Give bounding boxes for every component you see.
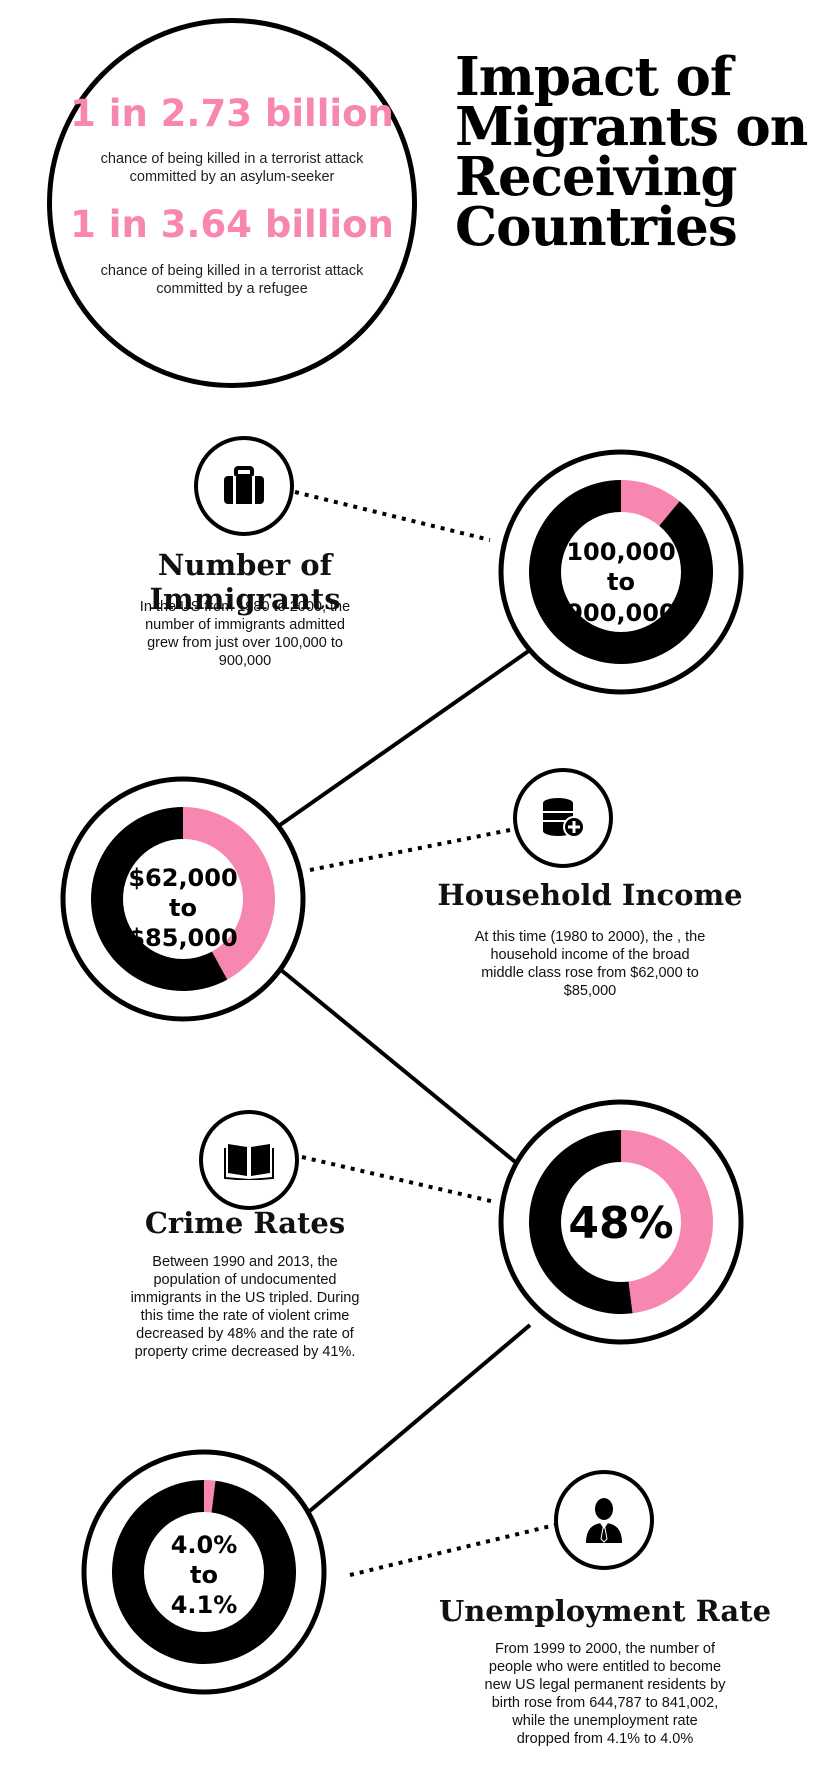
briefcase-icon-circle: [194, 436, 294, 536]
desc-line: decreased by 48% and the rate of: [136, 1326, 354, 1342]
page-title-line-2: Migrants on: [455, 96, 808, 158]
page-title-line-3: Receiving: [455, 146, 737, 208]
database-plus-icon: [543, 798, 585, 838]
desc-line: middle class rose from $62,000 to: [481, 965, 699, 981]
donut-hole: [561, 1162, 681, 1282]
desc-line: this time the rate of violent crime: [140, 1308, 350, 1324]
refugee-desc-line-2: committed by a refugee: [156, 281, 308, 297]
income-desc: At this time (1980 to 2000), the , the h…: [420, 928, 760, 1000]
desc-line: At this time (1980 to 2000), the , the: [474, 929, 706, 945]
donut-chart-income: $62,000 to $85,000: [60, 776, 306, 1022]
person-icon-circle: [554, 1470, 654, 1570]
asylum-seeker-stat: 1 in 2.73 billion: [70, 92, 394, 135]
crime-desc: Between 1990 and 2013, the population of…: [85, 1253, 405, 1361]
book-icon-circle: [199, 1110, 299, 1210]
donut-label-line-1: 100,000: [566, 538, 675, 566]
desc-line: while the unemployment rate: [512, 1713, 698, 1729]
donut-label-line-2: to: [607, 568, 635, 596]
donut-label-line-2: to: [169, 894, 197, 922]
connector-line-1: [278, 648, 532, 827]
asylum-seeker-desc-line-2: committed by an asylum-seeker: [129, 169, 335, 185]
donut-chart-immigrants: 100,000 to 900,000: [498, 449, 744, 695]
income-title: Household Income: [437, 878, 743, 912]
donut-label-line-3: $85,000: [128, 924, 237, 952]
donut-label-line-3: 900,000: [566, 599, 675, 627]
desc-line: property crime decreased by 41%.: [134, 1344, 356, 1360]
donut-label-line-1: 4.0%: [171, 1531, 238, 1559]
immigrants-desc: In the US from 1980 to 2000, the number …: [85, 598, 405, 670]
page-title: Impact of Migrants on Receiving Countrie…: [455, 46, 808, 258]
unemployment-desc: From 1999 to 2000, the number of people …: [440, 1640, 770, 1748]
desc-line: people who were entitled to become: [488, 1659, 722, 1675]
desc-line: grew from just over 100,000 to: [147, 635, 343, 651]
desc-line: population of undocumented: [153, 1272, 337, 1288]
donut-hole: [144, 1512, 264, 1632]
desc-line: 900,000: [218, 653, 272, 669]
page-title-line-1: Impact of: [455, 46, 733, 108]
desc-line: number of immigrants admitted: [145, 617, 345, 633]
dotted-connector-4: [349, 1523, 556, 1577]
donut-hole: [123, 839, 243, 959]
desc-line: $85,000: [563, 983, 617, 999]
book-icon: [224, 1144, 274, 1180]
page-title-line-4: Countries: [455, 196, 738, 258]
briefcase-icon: [224, 466, 264, 504]
dotted-connector-2: [309, 828, 511, 872]
refugee-desc: chance of being killed in a terrorist at…: [47, 262, 417, 298]
immigrants-title: Number of Immigrants: [149, 548, 341, 616]
desc-line: household income of the broad: [490, 947, 690, 963]
desc-line: Between 1990 and 2013, the: [152, 1254, 338, 1270]
desc-line: In the US from 1980 to 2000, the: [139, 599, 351, 615]
donut-chart-unemployment: 4.0% to 4.1%: [81, 1449, 327, 1695]
refugee-stat: 1 in 3.64 billion: [70, 203, 394, 246]
crime-title: Crime Rates: [144, 1206, 346, 1240]
asylum-seeker-desc-line-1: chance of being killed in a terrorist at…: [100, 151, 364, 167]
donut-label-line-3: 4.1%: [171, 1591, 238, 1619]
unemployment-title: Unemployment Rate: [438, 1594, 772, 1628]
database-icon-circle: [513, 768, 613, 868]
connector-line-3: [303, 1323, 532, 1517]
desc-line: birth rose from 644,787 to 841,002,: [491, 1695, 719, 1711]
desc-line: immigrants in the US tripled. During: [130, 1290, 360, 1306]
dotted-connector-1: [294, 490, 491, 542]
desc-line: dropped from 4.1% to 4.0%: [516, 1731, 694, 1747]
connector-line-2: [273, 963, 527, 1172]
donut-label-line-1: $62,000: [128, 864, 237, 892]
person-icon: [586, 1498, 622, 1543]
asylum-seeker-desc: chance of being killed in a terrorist at…: [47, 150, 417, 186]
donut-hole: [561, 512, 681, 632]
donut-label-line-1: 48%: [568, 1198, 673, 1249]
donut-label-line-2: to: [190, 1561, 218, 1589]
hero-circle: [47, 18, 417, 388]
dotted-connector-3: [301, 1155, 496, 1204]
desc-line: new US legal permanent residents by: [484, 1677, 726, 1693]
donut-chart-crime: 48%: [498, 1099, 744, 1345]
refugee-desc-line-1: chance of being killed in a terrorist at…: [100, 263, 364, 279]
desc-line: From 1999 to 2000, the number of: [494, 1641, 716, 1657]
